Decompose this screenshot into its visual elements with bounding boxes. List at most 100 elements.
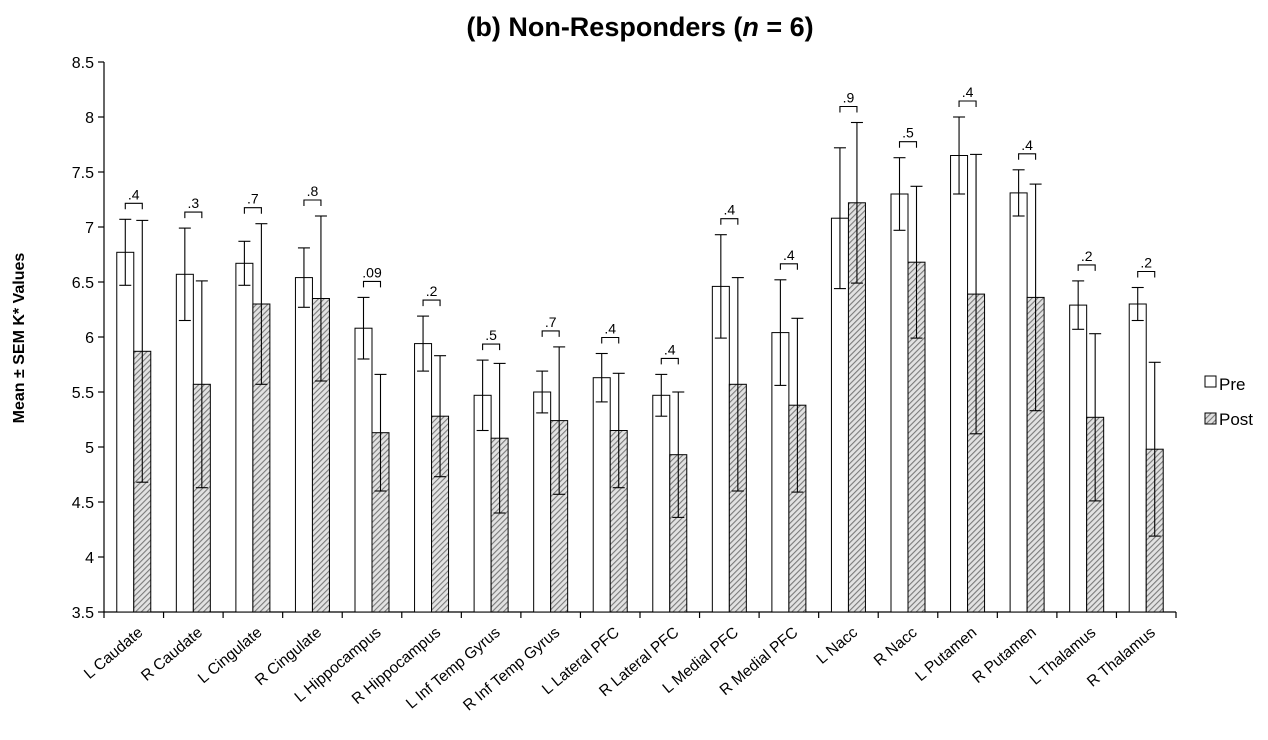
p-value-bracket: .7: [243, 191, 262, 214]
error-bar-pre: [119, 218, 132, 286]
p-value-label: .4: [664, 341, 676, 357]
bars: [116, 155, 1164, 613]
p-value-label: .4: [1021, 137, 1033, 153]
p-value-bracket: .8: [303, 183, 322, 206]
p-value-bracket: .7: [541, 314, 560, 337]
p-value-bracket: .4: [124, 186, 143, 210]
p-value-bracket: .5: [898, 125, 918, 148]
p-value-label: .7: [247, 191, 259, 207]
bar-pre: [235, 262, 254, 613]
p-value-label: .4: [962, 84, 974, 100]
error-bar-pre: [536, 370, 549, 414]
error-bar-post: [791, 317, 804, 493]
error-bar-pre: [476, 359, 489, 432]
p-value-bracket: .2: [422, 283, 441, 307]
y-tick-label: 4.5: [72, 495, 94, 512]
p-value-bracket: .2: [1137, 255, 1156, 278]
bar-pre: [950, 155, 969, 613]
error-bar-post: [1029, 183, 1042, 412]
p-value-bracket: .4: [660, 341, 679, 365]
error-bar-pre: [714, 234, 727, 339]
error-bar-pre: [1131, 286, 1144, 322]
p-value-label: .5: [902, 125, 914, 141]
bar-pre: [592, 377, 611, 613]
y-tick-label: 6: [85, 330, 94, 347]
error-bar-post: [731, 277, 744, 492]
p-value-bracket: .4: [720, 202, 739, 225]
error-bar-pre: [774, 279, 787, 386]
error-bar-post: [374, 373, 387, 492]
error-bar-post: [910, 185, 923, 339]
y-axis: 3.5 4 4.5 5 5.5 6 6.5 7 7.5 8 8.5: [72, 55, 105, 622]
error-bars: [119, 116, 1161, 537]
p-value-label: .2: [426, 283, 438, 299]
y-tick-label: 5.5: [72, 385, 94, 402]
y-tick-label: 8: [85, 110, 94, 127]
error-bar-pre: [893, 157, 906, 231]
y-tick-label: 4: [85, 550, 94, 567]
error-bar-pre: [595, 352, 608, 403]
legend: Pre Post: [1204, 375, 1253, 429]
error-bar-pre: [297, 247, 310, 308]
p-value-label: .2: [1140, 255, 1152, 271]
error-bar-post: [970, 153, 983, 435]
p-value-label: .7: [545, 314, 557, 330]
p-value-label: .2: [1081, 248, 1093, 264]
bar-pre: [1069, 304, 1088, 613]
bar-pre: [116, 251, 135, 613]
y-tick-label: 3.5: [72, 605, 94, 622]
error-bar-post: [850, 121, 863, 284]
error-bar-pre: [833, 147, 846, 290]
p-value-bracket: .09: [362, 264, 382, 288]
error-bar-pre: [357, 296, 370, 360]
error-bar-post: [195, 280, 208, 489]
p-value-label: .4: [604, 321, 616, 337]
y-axis-label: Mean ± SEM K* Values: [11, 253, 28, 424]
legend-swatch-pre: [1204, 375, 1217, 388]
y-tick-label: 6.5: [72, 275, 94, 292]
error-bar-post: [255, 223, 268, 385]
error-bar-post: [553, 346, 566, 495]
p-value-bracket: .9: [839, 90, 858, 113]
x-axis: [103, 611, 1177, 618]
error-bar-pre: [417, 315, 430, 372]
p-value-label: .5: [485, 327, 497, 343]
p-value-label: .4: [723, 202, 735, 218]
p-value-annotations: .4 .3 .7 .8 .09 .2 .5 .7 .4 .4 .4 .4 .9 .5 .4 .4 .2 .2: [124, 84, 1156, 365]
y-tick-label: 7: [85, 220, 94, 237]
p-value-bracket: .5: [482, 327, 501, 351]
p-value-bracket: .4: [958, 84, 977, 107]
bar-pre: [1009, 192, 1028, 613]
error-bar-post: [314, 215, 327, 382]
y-tick-label: 5: [85, 440, 94, 457]
p-value-bracket: .4: [601, 321, 620, 344]
p-value-label: .4: [783, 247, 795, 263]
error-bar-post: [612, 372, 625, 489]
category-label: L Nacc: [814, 624, 862, 668]
error-bar-pre: [953, 116, 966, 195]
error-bar-pre: [655, 373, 668, 417]
legend-label-pre: Pre: [1219, 375, 1245, 394]
chart-title: (b) Non-Responders (n = 6): [466, 12, 813, 42]
p-value-bracket: .4: [1018, 137, 1037, 160]
y-tick-label: 8.5: [72, 55, 94, 72]
bar-pre: [414, 343, 433, 613]
p-value-label: .4: [128, 186, 140, 202]
error-bar-post: [136, 219, 149, 483]
error-bar-pre: [1072, 280, 1085, 330]
p-value-bracket: .4: [779, 247, 798, 270]
legend-label-post: Post: [1219, 410, 1253, 429]
p-value-label: .3: [187, 195, 199, 211]
category-label: L Caudate: [81, 624, 146, 683]
bar-pre: [890, 193, 909, 613]
bar-pre: [175, 273, 194, 613]
bar-pre: [533, 391, 552, 613]
error-bar-pre: [238, 240, 251, 286]
error-bar-post: [1089, 333, 1102, 502]
p-value-label: .09: [362, 264, 382, 280]
bar-pre: [354, 327, 373, 613]
p-value-bracket: .2: [1077, 248, 1096, 271]
p-value-label: .8: [307, 183, 319, 199]
